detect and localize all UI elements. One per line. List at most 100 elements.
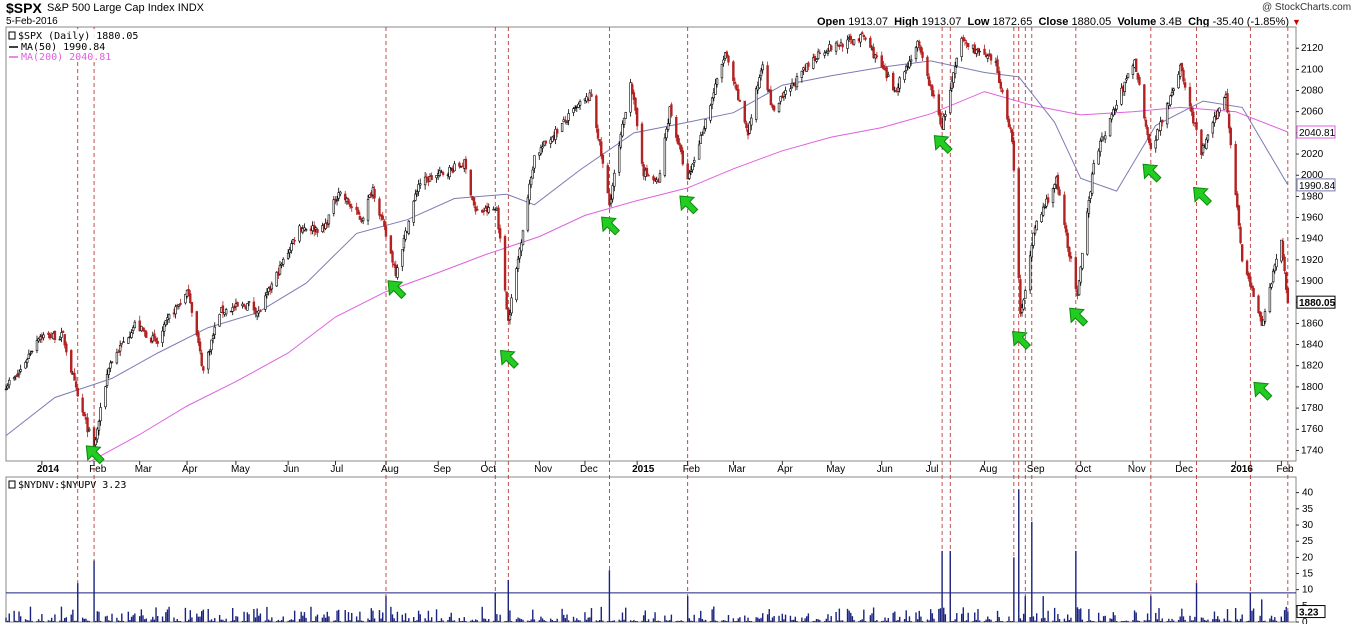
candle-body bbox=[1286, 287, 1290, 304]
ratio-bar bbox=[372, 610, 374, 622]
candle-body bbox=[1086, 211, 1089, 255]
ratio-bar bbox=[1213, 611, 1216, 622]
ratio-bar bbox=[1189, 615, 1191, 622]
candle-body bbox=[613, 172, 616, 187]
ratio-bar bbox=[941, 550, 943, 622]
ratio-bar bbox=[686, 596, 689, 622]
ratio-bar bbox=[667, 620, 669, 622]
candle-body bbox=[233, 306, 236, 309]
candle-body bbox=[200, 352, 203, 366]
candle bbox=[748, 121, 751, 135]
x-tick-label: 2014 bbox=[37, 464, 60, 475]
ratio-bar bbox=[1099, 620, 1101, 622]
candle-body bbox=[997, 71, 1001, 84]
candle bbox=[156, 337, 159, 348]
ratio-bar bbox=[1042, 596, 1044, 622]
candle bbox=[1268, 282, 1272, 314]
candle bbox=[324, 218, 327, 231]
ratio-bar bbox=[152, 616, 154, 622]
candle bbox=[1190, 103, 1193, 117]
arrow-icon bbox=[1253, 381, 1273, 401]
ratio-legend: $NYDNV:$NYUPV 3.23 bbox=[8, 480, 126, 491]
candle bbox=[16, 369, 19, 378]
ratio-bar bbox=[1202, 617, 1204, 622]
candle bbox=[1273, 263, 1276, 274]
candle bbox=[1136, 72, 1140, 83]
ratio-bar bbox=[383, 621, 386, 622]
legend-spx: $SPX (Daily) 1880.05 bbox=[18, 31, 138, 42]
candle bbox=[953, 61, 957, 79]
arrow-icon bbox=[387, 280, 407, 300]
candle-body bbox=[291, 239, 295, 244]
ratio-bar bbox=[507, 579, 510, 622]
candle bbox=[107, 367, 110, 379]
candle bbox=[1275, 253, 1278, 271]
candle-body bbox=[1161, 119, 1164, 123]
candle bbox=[423, 172, 427, 190]
ratio-bar bbox=[311, 621, 314, 622]
ratio-bar bbox=[351, 612, 353, 622]
ratio-bar bbox=[974, 612, 976, 622]
ratio-bar bbox=[424, 618, 426, 622]
candle bbox=[1011, 128, 1014, 145]
candle-body bbox=[896, 87, 900, 92]
candle-body bbox=[1211, 122, 1215, 134]
ratio-bar bbox=[37, 619, 40, 622]
ratio-bar bbox=[1280, 616, 1283, 622]
candle bbox=[585, 92, 588, 104]
candle-body bbox=[417, 184, 420, 192]
ratio-bar bbox=[1203, 619, 1206, 622]
ratio-bar bbox=[201, 611, 203, 622]
ratio-bar bbox=[1132, 620, 1134, 622]
ratio-bar bbox=[403, 620, 405, 622]
candle bbox=[1092, 159, 1095, 175]
ratio-bar bbox=[510, 621, 513, 622]
ratio-bar bbox=[716, 620, 718, 622]
candle bbox=[1183, 78, 1187, 91]
candle bbox=[1131, 63, 1135, 80]
ratio-bar bbox=[771, 617, 774, 622]
ratio-bar bbox=[1032, 616, 1035, 622]
ratio-bar bbox=[24, 619, 27, 622]
ratio-bar bbox=[983, 621, 986, 622]
ratio-bar bbox=[892, 612, 894, 622]
ratio-bar bbox=[897, 619, 899, 622]
ratio-bar bbox=[254, 617, 257, 622]
candle-body bbox=[1237, 205, 1241, 226]
ratio-bar bbox=[390, 606, 392, 622]
ratio-bar bbox=[271, 617, 273, 622]
ratio-bar bbox=[1093, 621, 1095, 622]
candle-body bbox=[190, 302, 194, 313]
candle-body bbox=[606, 165, 609, 194]
candle-body bbox=[1032, 232, 1035, 246]
ratio-bar bbox=[584, 612, 586, 622]
candle-body bbox=[966, 43, 970, 48]
candle bbox=[1033, 225, 1037, 236]
candle-body bbox=[105, 374, 109, 386]
candle bbox=[622, 117, 626, 128]
candle-body bbox=[619, 134, 623, 148]
ratio-bar bbox=[452, 620, 454, 622]
candle bbox=[1087, 196, 1091, 218]
candle-body bbox=[1006, 89, 1009, 120]
ratio-bar bbox=[933, 618, 935, 622]
ratio-bar bbox=[1257, 621, 1260, 622]
candle-body bbox=[167, 314, 171, 320]
candle-body bbox=[487, 207, 490, 213]
candle bbox=[1056, 172, 1060, 195]
candle bbox=[898, 76, 901, 93]
ratio-bar bbox=[1008, 616, 1010, 622]
candle-body bbox=[189, 293, 192, 304]
candle bbox=[989, 53, 993, 65]
ratio-bar bbox=[693, 614, 695, 622]
candle-body bbox=[498, 228, 502, 239]
ma50-path bbox=[5, 60, 1289, 436]
ratio-bar bbox=[50, 617, 53, 622]
ratio-bar bbox=[276, 621, 278, 622]
candle-body bbox=[1177, 74, 1180, 89]
ratio-bar bbox=[644, 610, 646, 622]
candle-body bbox=[73, 372, 76, 381]
x-tick-label: Feb bbox=[1276, 464, 1294, 475]
ratio-bar bbox=[711, 609, 713, 622]
ratio-bar bbox=[887, 617, 889, 622]
